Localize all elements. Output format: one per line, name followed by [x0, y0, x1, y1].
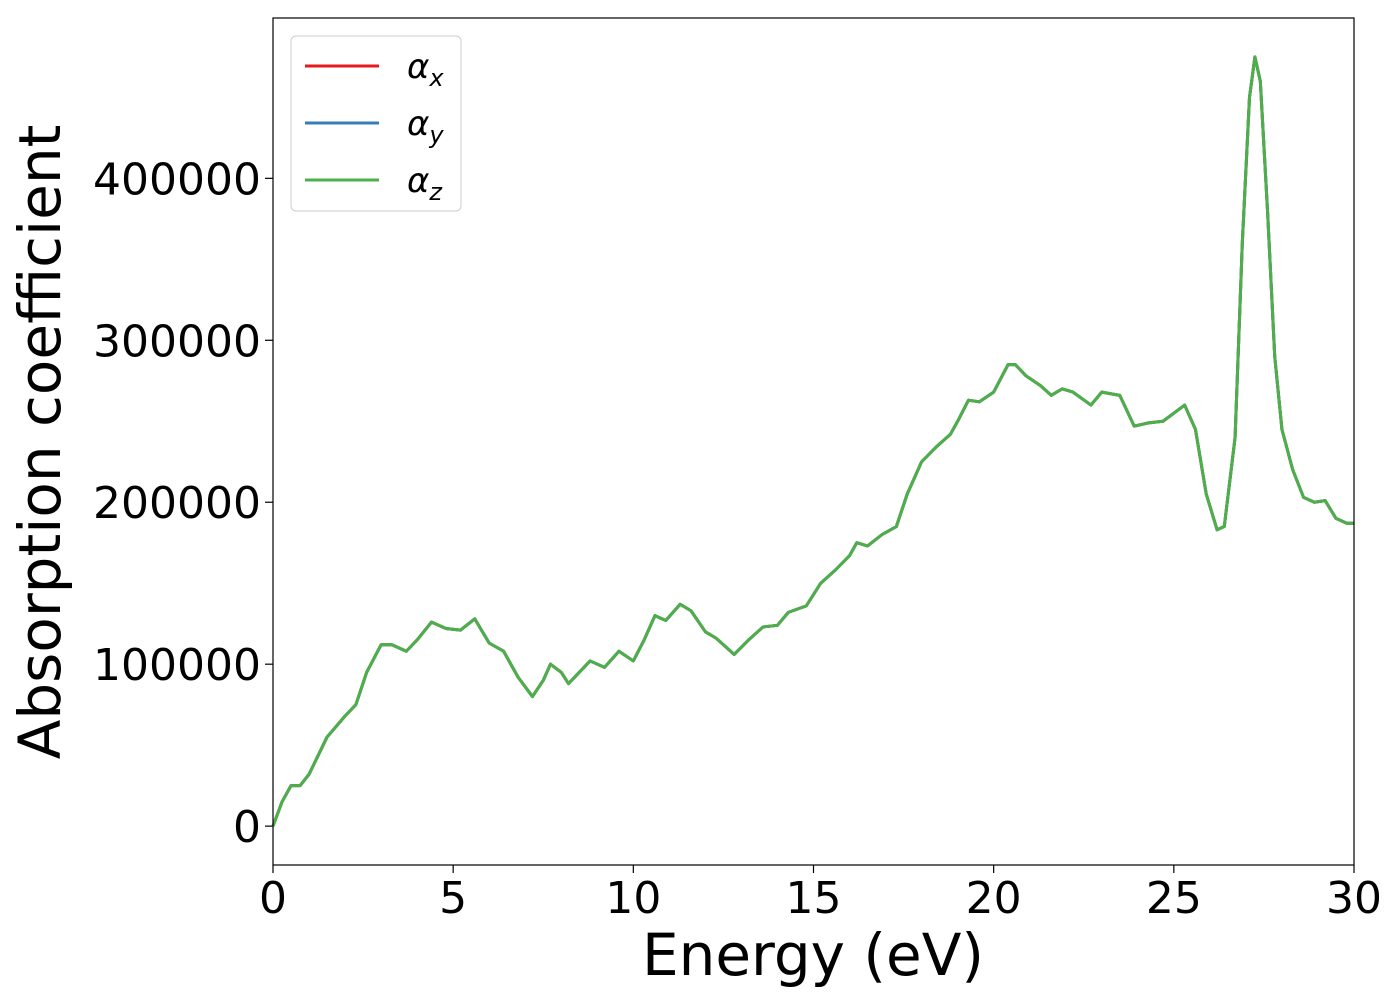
legend-label: αx: [407, 47, 444, 92]
y-tick-label: 100000: [93, 640, 261, 691]
x-tick-label: 10: [605, 873, 661, 924]
x-axis-label: Energy (eV): [642, 921, 984, 989]
legend-label: αy: [407, 104, 444, 149]
x-tick-label: 20: [966, 873, 1022, 924]
x-tick-label: 0: [259, 873, 287, 924]
x-tick-label: 25: [1146, 873, 1202, 924]
y-axis-label: Absorption coefficient: [6, 125, 74, 760]
line: [271, 55, 1354, 827]
y-tick-label: 300000: [93, 316, 261, 367]
y-tick-label: 0: [233, 802, 261, 853]
plot-frame: [272, 17, 1355, 866]
x-tick-label: 5: [439, 873, 467, 924]
legend-label: αz: [407, 161, 443, 206]
y-tick-label: 200000: [93, 478, 261, 529]
y-tick-label: 400000: [93, 154, 261, 205]
x-tick-label: 15: [786, 873, 842, 924]
x-tick-label: 30: [1326, 873, 1382, 924]
